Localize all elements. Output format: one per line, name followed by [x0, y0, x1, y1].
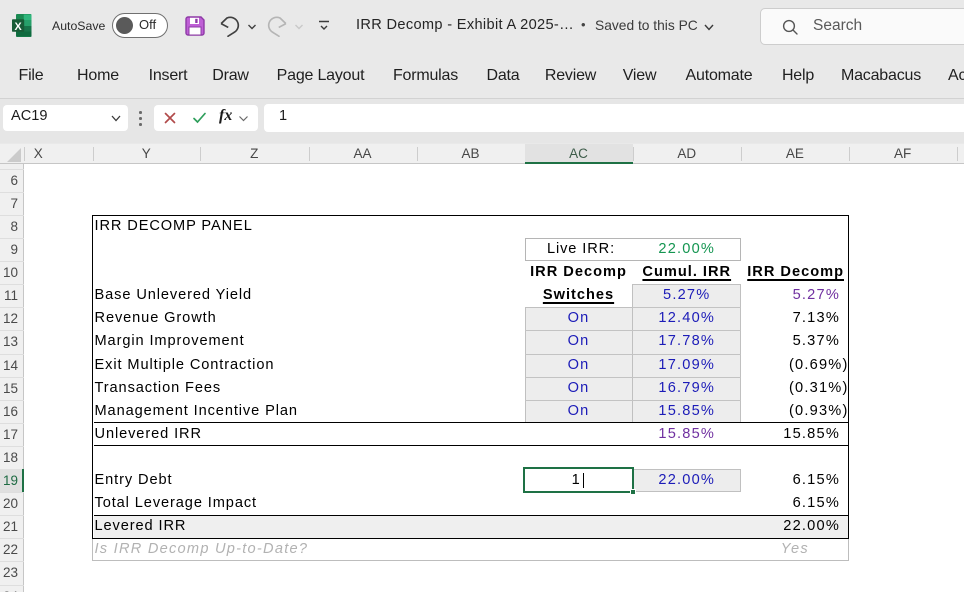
svg-text:X: X — [14, 21, 22, 33]
